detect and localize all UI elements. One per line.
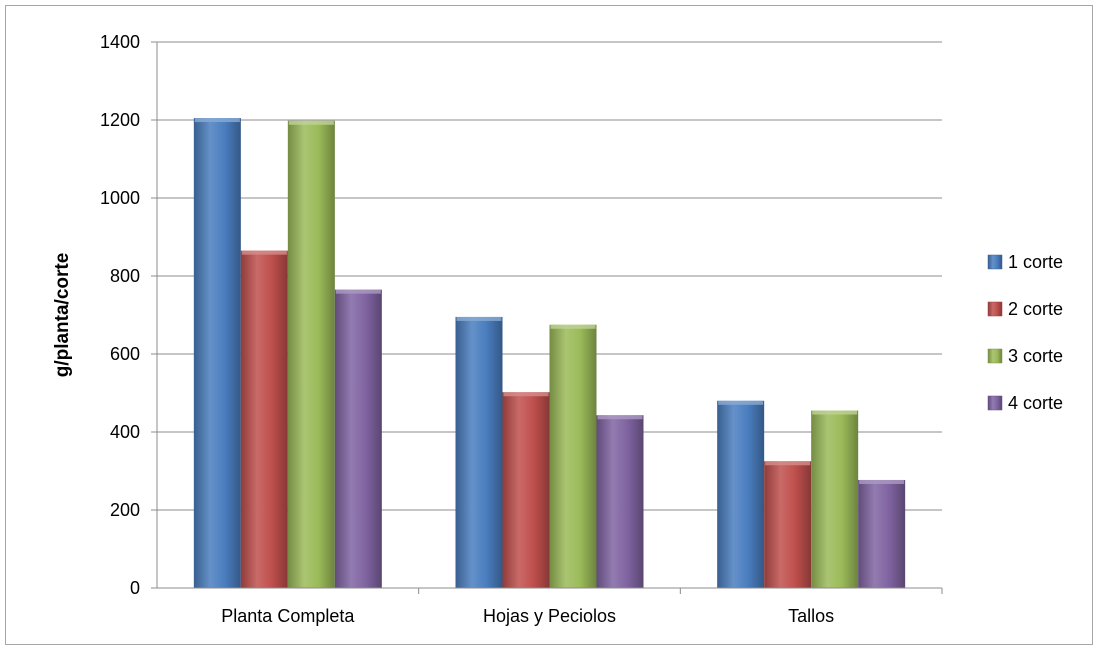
bar-highlight	[597, 415, 643, 420]
legend-label: 3 corte	[1008, 346, 1063, 366]
bar-highlight	[194, 118, 240, 123]
x-category-label: Tallos	[788, 606, 834, 626]
bar-2-corte-1	[502, 392, 550, 588]
bar-2-corte-2	[764, 461, 812, 588]
bar-highlight	[765, 461, 811, 466]
bar-1-corte-0	[193, 118, 241, 589]
y-tick-label: 1200	[100, 110, 140, 130]
bar-highlight	[550, 324, 596, 329]
y-axis-title: g/planta/corte	[52, 253, 73, 378]
bar-highlight	[288, 120, 334, 125]
bar-1-corte-2	[717, 400, 765, 588]
bar-highlight	[503, 392, 549, 397]
bar-highlight	[335, 289, 381, 294]
y-tick-label: 1000	[100, 188, 140, 208]
legend-label: 1 corte	[1008, 252, 1063, 272]
bar-4-corte-1	[596, 415, 644, 588]
axes: 0 200 400 600 800 1000 1200 1400 Planta Completa…	[100, 32, 943, 626]
legend-swatch	[987, 395, 1003, 411]
y-tick-label: 0	[130, 578, 140, 598]
y-tick-label: 800	[110, 266, 140, 286]
legend: 1 corte 2 corte 3 corte 4 corte	[987, 252, 1063, 413]
bar-3-corte-1	[549, 324, 597, 588]
bar-highlight	[456, 316, 502, 321]
legend-label: 4 corte	[1008, 393, 1063, 413]
legend-label: 2 corte	[1008, 299, 1063, 319]
y-tick-label: 600	[110, 344, 140, 364]
bar-highlight	[812, 410, 858, 415]
legend-swatch	[987, 348, 1003, 364]
bar-4-corte-2	[858, 479, 906, 588]
x-category-label: Hojas y Peciolos	[483, 606, 616, 626]
bars	[193, 118, 906, 589]
y-tick-label: 400	[110, 422, 140, 442]
bar-4-corte-0	[334, 289, 382, 588]
bar-highlight	[241, 250, 287, 255]
bar-1-corte-1	[455, 316, 503, 588]
y-tick-label: 200	[110, 500, 140, 520]
bar-highlight	[859, 479, 905, 484]
legend-swatch	[987, 254, 1003, 270]
y-tick-label: 1400	[100, 32, 140, 52]
bar-3-corte-0	[287, 120, 335, 588]
x-category-label: Planta Completa	[221, 606, 355, 626]
bar-3-corte-2	[811, 410, 859, 588]
bar-highlight	[718, 400, 764, 405]
legend-swatch	[987, 301, 1003, 317]
bar-2-corte-0	[240, 250, 288, 588]
